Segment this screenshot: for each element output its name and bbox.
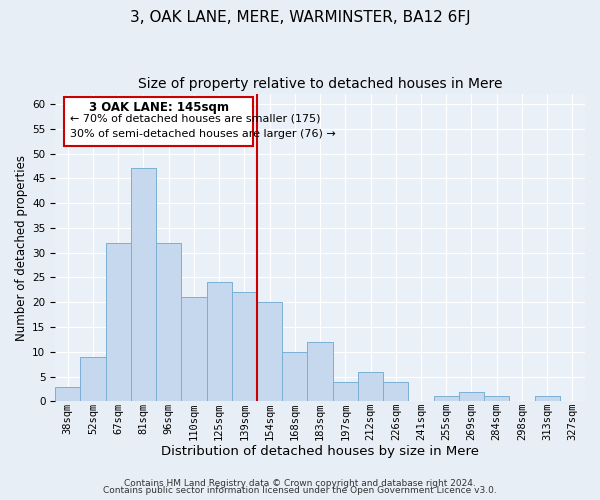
Bar: [257, 302, 282, 402]
Bar: [106, 243, 131, 402]
Bar: [181, 298, 206, 402]
Bar: [307, 342, 332, 402]
Bar: [383, 382, 409, 402]
Bar: [282, 352, 307, 402]
Text: 30% of semi-detached houses are larger (76) →: 30% of semi-detached houses are larger (…: [70, 129, 336, 139]
Title: Size of property relative to detached houses in Mere: Size of property relative to detached ho…: [138, 78, 502, 92]
Bar: [358, 372, 383, 402]
Bar: [80, 357, 106, 402]
Bar: [535, 396, 560, 402]
Bar: [434, 396, 459, 402]
Bar: [206, 282, 232, 402]
X-axis label: Distribution of detached houses by size in Mere: Distribution of detached houses by size …: [161, 444, 479, 458]
Bar: [131, 168, 156, 402]
Bar: [156, 243, 181, 402]
Text: 3 OAK LANE: 145sqm: 3 OAK LANE: 145sqm: [89, 100, 229, 114]
Bar: [459, 392, 484, 402]
Bar: [332, 382, 358, 402]
Text: Contains HM Land Registry data © Crown copyright and database right 2024.: Contains HM Land Registry data © Crown c…: [124, 478, 476, 488]
Bar: [232, 292, 257, 402]
Y-axis label: Number of detached properties: Number of detached properties: [15, 154, 28, 340]
Text: Contains public sector information licensed under the Open Government Licence v3: Contains public sector information licen…: [103, 486, 497, 495]
FancyBboxPatch shape: [64, 96, 253, 146]
Bar: [55, 386, 80, 402]
Text: ← 70% of detached houses are smaller (175): ← 70% of detached houses are smaller (17…: [70, 114, 321, 124]
Text: 3, OAK LANE, MERE, WARMINSTER, BA12 6FJ: 3, OAK LANE, MERE, WARMINSTER, BA12 6FJ: [130, 10, 470, 25]
Bar: [484, 396, 509, 402]
